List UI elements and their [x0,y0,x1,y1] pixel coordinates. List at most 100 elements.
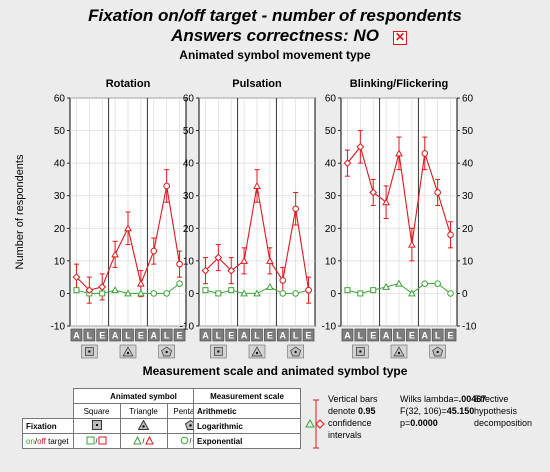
data-point-on-target [150,247,158,255]
x-tick-label: L [254,331,260,341]
x-tick-label: A [241,331,248,341]
symbol-legend-table: Animated symbol Square Triangle Pentagon… [22,388,215,449]
svg-text:/: / [95,438,97,445]
confidence-bar-icon [305,399,325,449]
x-tick-label: L [216,331,222,341]
y-tick-label: 30 [183,191,195,202]
x-tick-label: E [267,331,273,341]
chart-title-line1: Fixation on/off target - number of respo… [88,6,462,25]
triangle-symbol-icon [393,346,405,357]
data-point-on-target [111,250,119,258]
x-tick-box [276,328,289,342]
x-tick-box [70,328,83,342]
fixation-label: Fixation [22,418,74,434]
symbol-col-square: Square [72,403,121,419]
x-tick-box [302,328,315,342]
x-tick-label: E [177,331,183,341]
data-point-off-target [99,290,106,297]
data-point-on-target [163,182,170,190]
data-point-off-target [266,282,274,290]
symbol-dot [436,350,439,354]
data-point-off-target [150,290,158,297]
y-tick-label: 20 [183,224,195,235]
symbol-dot [255,351,259,355]
data-point-on-target [98,283,107,291]
y-tick-label: 10 [54,256,66,267]
x-tick-label: A [422,331,429,341]
y-tick-label: 60 [325,94,337,105]
symbol-dot [88,350,91,353]
data-point-off-target [240,289,248,297]
y-tick-label-right: 50 [462,126,474,137]
data-point-off-target [228,287,235,294]
triangle-symbol-icon [119,418,168,434]
x-tick-label: E [306,331,312,341]
x-tick-label: L [358,331,364,341]
data-point-on-target [176,260,183,268]
x-tick-label: L [396,331,402,341]
data-point-on-target [292,205,299,213]
panel-title: Blinking/Flickering [350,78,448,90]
y-tick-label: 0 [59,289,65,300]
data-point-on-target [201,266,210,275]
data-point-off-target [408,289,416,297]
x-tick-label: E [228,331,234,341]
y-tick-label: -10 [51,322,66,333]
x-tick-box [251,328,263,342]
svg-text:/: / [142,438,144,445]
y-tick-label: 0 [330,289,336,300]
y-tick-label: 30 [325,191,337,202]
x-tick-box [83,328,96,342]
x-tick-label: E [448,331,454,341]
y-tick-label: 10 [325,256,337,267]
panel-title: Rotation [106,78,151,90]
data-point-off-target [447,290,454,297]
scale-item-exponential: Exponential [193,433,301,449]
data-point-off-target [279,290,287,297]
data-point-on-target [356,142,365,151]
panel-title: Pulsation [232,78,282,90]
data-point-on-target [421,150,429,157]
x-tick-box [393,328,405,342]
symbol-dot [217,350,220,353]
x-tick-box [367,328,380,342]
x-tick-box [289,328,302,342]
symbol-dot [359,350,362,353]
y-tick-label: 50 [54,126,66,137]
data-point-on-target [305,286,312,294]
y-tick-label-right: 0 [462,289,468,300]
data-point-off-target [395,279,403,287]
data-point-off-target [215,290,222,297]
symbol-dot [397,351,401,355]
y-tick-label-right: 20 [462,224,474,235]
y-tick-label: 0 [188,289,194,300]
data-point-off-target [163,290,170,297]
data-point-on-target [447,231,454,239]
data-point-on-target [227,266,236,275]
symbol-dot [294,350,297,354]
x-tick-box [264,328,276,342]
x-tick-label: L [164,331,170,341]
data-point-on-target [279,277,287,284]
on-off-target-label: on/off target [22,433,74,449]
x-tick-box [135,328,147,342]
x-tick-box [147,328,160,342]
data-point-on-target [214,253,223,262]
data-point-off-target [253,289,261,297]
y-tick-label: 40 [54,159,66,170]
group-title: Animated symbol movement type [179,48,371,62]
wilks-statistics: Wilks lambda=.00467 F(32, 106)=45.150 p=… [400,394,487,428]
symbol-dot [126,351,130,355]
x-tick-label: A [202,331,209,341]
bottom-axis-title: Measurement scale and animated symbol ty… [142,364,408,378]
y-tick-label-right: 10 [462,256,474,267]
y-tick-label: 40 [325,159,337,170]
no-answer-marker-icon: ✕ [393,30,407,45]
y-tick-label: 60 [183,94,195,105]
x-tick-label: A [73,331,80,341]
x-tick-box [160,328,173,342]
x-tick-box [173,328,186,342]
x-tick-label: A [280,331,287,341]
x-tick-box [122,328,134,342]
